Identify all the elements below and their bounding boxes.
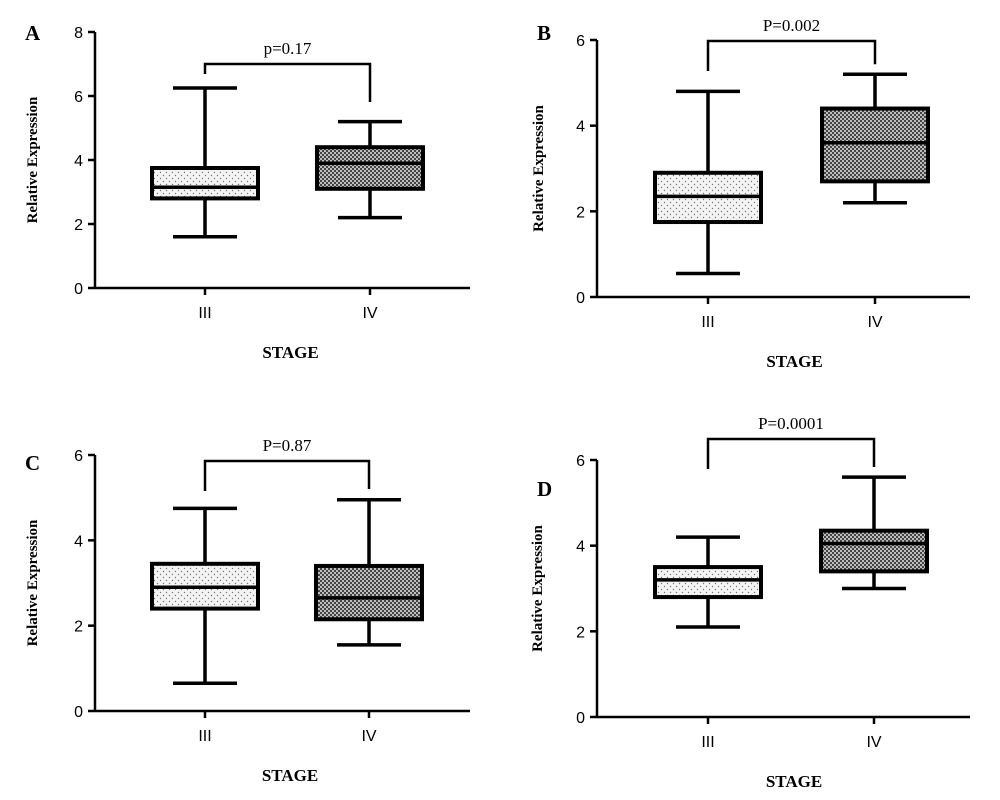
iqr-box bbox=[653, 565, 763, 600]
y-axis-title: Relative Expression bbox=[531, 104, 547, 231]
significance-bracket bbox=[203, 62, 372, 102]
y-tick-label: 4 bbox=[74, 533, 83, 550]
x-axis-title: STAGE bbox=[262, 766, 318, 785]
y-tick-label: 6 bbox=[576, 453, 585, 470]
iqr-box bbox=[315, 145, 425, 191]
box-iv bbox=[819, 475, 929, 591]
panel-label: B bbox=[537, 21, 551, 45]
y-tick-label: 6 bbox=[576, 33, 585, 50]
x-tick-label: IV bbox=[361, 728, 376, 745]
significance-bracket bbox=[706, 437, 876, 469]
x-tick-label: III bbox=[198, 305, 211, 322]
x-tick-label: IV bbox=[867, 314, 882, 331]
x-tick-label: III bbox=[701, 314, 714, 331]
panel-d: D 0 2 4 6 III IV Relative Expression STAGE P=0.00… bbox=[530, 414, 970, 791]
y-axis-title: Relative Expression bbox=[530, 524, 546, 651]
box-iv bbox=[820, 72, 930, 205]
panel-c: C 0 2 4 6 III IV Relative Expression STAGE P=0.87 bbox=[25, 436, 470, 785]
y-tick-label: 2 bbox=[576, 624, 585, 641]
y-tick-label: 0 bbox=[576, 710, 585, 727]
box-iv bbox=[315, 119, 425, 220]
significance-bracket bbox=[203, 459, 371, 491]
y-axis-title: Relative Expression bbox=[25, 96, 41, 223]
x-tick-label: IV bbox=[866, 734, 881, 751]
iqr-box bbox=[314, 563, 424, 622]
y-tick-label: 8 bbox=[74, 25, 83, 42]
panel-label: C bbox=[25, 451, 40, 475]
y-axis-title: Relative Expression bbox=[25, 519, 41, 646]
p-value-label: P=0.002 bbox=[763, 16, 820, 35]
x-tick-label: IV bbox=[362, 305, 377, 322]
p-value-label: P=0.87 bbox=[263, 436, 312, 455]
y-tick-label: 0 bbox=[74, 281, 83, 298]
y-tick-label: 4 bbox=[74, 153, 83, 170]
p-value-label: p=0.17 bbox=[264, 39, 312, 58]
box-iii bbox=[653, 535, 763, 629]
iqr-box bbox=[820, 106, 930, 184]
box-iii bbox=[150, 506, 260, 686]
y-tick-label: 4 bbox=[576, 539, 585, 556]
p-value-label: P=0.0001 bbox=[758, 414, 824, 433]
iqr-box bbox=[819, 528, 929, 574]
y-tick-label: 4 bbox=[576, 119, 585, 136]
x-tick-label: III bbox=[701, 734, 714, 751]
y-tick-label: 2 bbox=[576, 204, 585, 221]
box-iii bbox=[150, 86, 260, 239]
y-tick-label: 6 bbox=[74, 448, 83, 465]
x-axis-title: STAGE bbox=[766, 772, 822, 791]
panel-label: D bbox=[537, 477, 552, 501]
box-iv bbox=[314, 498, 424, 647]
iqr-box bbox=[150, 166, 260, 201]
y-tick-label: 2 bbox=[74, 619, 83, 636]
x-axis-title: STAGE bbox=[766, 352, 822, 371]
box-iii bbox=[653, 89, 763, 276]
y-tick-label: 6 bbox=[74, 89, 83, 106]
panel-b: B 0 2 4 6 III IV Relative Expression STAGE P=0.00… bbox=[531, 16, 970, 371]
x-tick-label: III bbox=[198, 728, 211, 745]
y-tick-label: 0 bbox=[576, 290, 585, 307]
panel-label: A bbox=[25, 21, 41, 45]
x-axis-title: STAGE bbox=[262, 343, 318, 362]
significance-bracket bbox=[706, 39, 877, 71]
y-tick-label: 2 bbox=[74, 217, 83, 234]
panel-a: A 0 2 4 6 8 III IV Relative Expression STAGE p=0.1… bbox=[25, 21, 470, 362]
y-tick-label: 0 bbox=[74, 704, 83, 721]
